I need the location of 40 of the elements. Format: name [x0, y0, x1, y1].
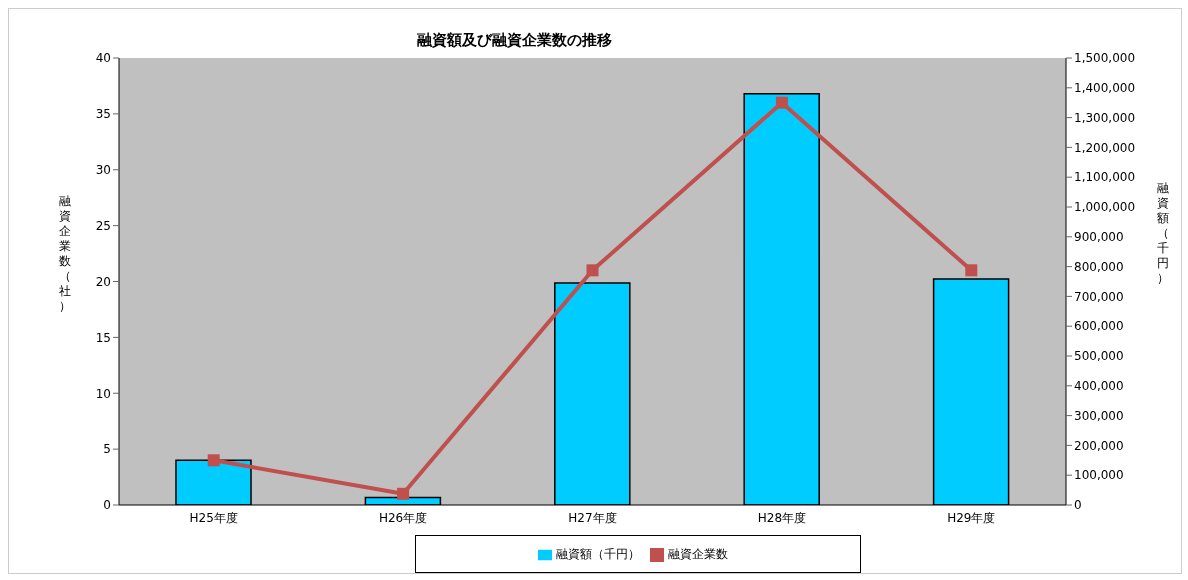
- point: [586, 264, 599, 277]
- y2-tick-label: 100,000: [1074, 468, 1124, 483]
- point: [207, 454, 220, 467]
- point: [775, 96, 788, 109]
- y-tick-label: 5: [103, 442, 111, 457]
- legend-label: 融資企業数: [668, 547, 728, 561]
- y2-axis-title: 融資額（千円）: [1156, 181, 1170, 286]
- y-tick-label: 40: [95, 51, 111, 66]
- y-tick-label: 10: [95, 386, 111, 401]
- y2-tick-label: 200,000: [1074, 438, 1124, 453]
- y-tick-label: 15: [95, 330, 111, 345]
- y-tick-label: 20: [95, 274, 111, 289]
- y-tick-label: 25: [95, 218, 111, 233]
- x-tick-label: H29年度: [947, 510, 996, 525]
- y2-tick-label: 900,000: [1074, 230, 1124, 245]
- y2-tick-label: 700,000: [1074, 289, 1124, 304]
- x-tick-label: H26年度: [378, 510, 428, 525]
- y2-tick-label: 800,000: [1074, 259, 1124, 274]
- y2-tick-label: 1,400,000: [1074, 81, 1136, 96]
- y2-tick-label: 300,000: [1074, 408, 1124, 423]
- legend-label: 融資額（千円）: [556, 547, 640, 561]
- y-tick-label: 30: [95, 163, 111, 178]
- x-tick-label: H25年度: [189, 510, 238, 525]
- x-tick-label: H28年度: [757, 510, 807, 525]
- y-axis-title: 融資企業数（社）: [58, 194, 72, 314]
- x-tick-label: H27年度: [568, 510, 617, 525]
- y2-tick-label: 500,000: [1074, 349, 1124, 364]
- y2-tick-label: 1,500,000: [1074, 51, 1136, 66]
- y2-tick-label: 1,200,000: [1074, 140, 1136, 155]
- chart-title: 融資額及び融資企業数の推移: [415, 31, 613, 50]
- y2-tick-label: 400,000: [1074, 379, 1124, 394]
- y2-tick-label: 1,100,000: [1074, 170, 1136, 185]
- y2-tick-label: 1,000,000: [1074, 200, 1136, 215]
- y2-tick-label: 0: [1074, 498, 1082, 513]
- y-tick-label: 35: [95, 107, 111, 122]
- y-tick-label: 0: [103, 498, 111, 513]
- point: [965, 264, 978, 277]
- point: [397, 487, 410, 500]
- y2-tick-label: 600,000: [1074, 319, 1124, 334]
- y2-tick-label: 1,300,000: [1074, 110, 1136, 125]
